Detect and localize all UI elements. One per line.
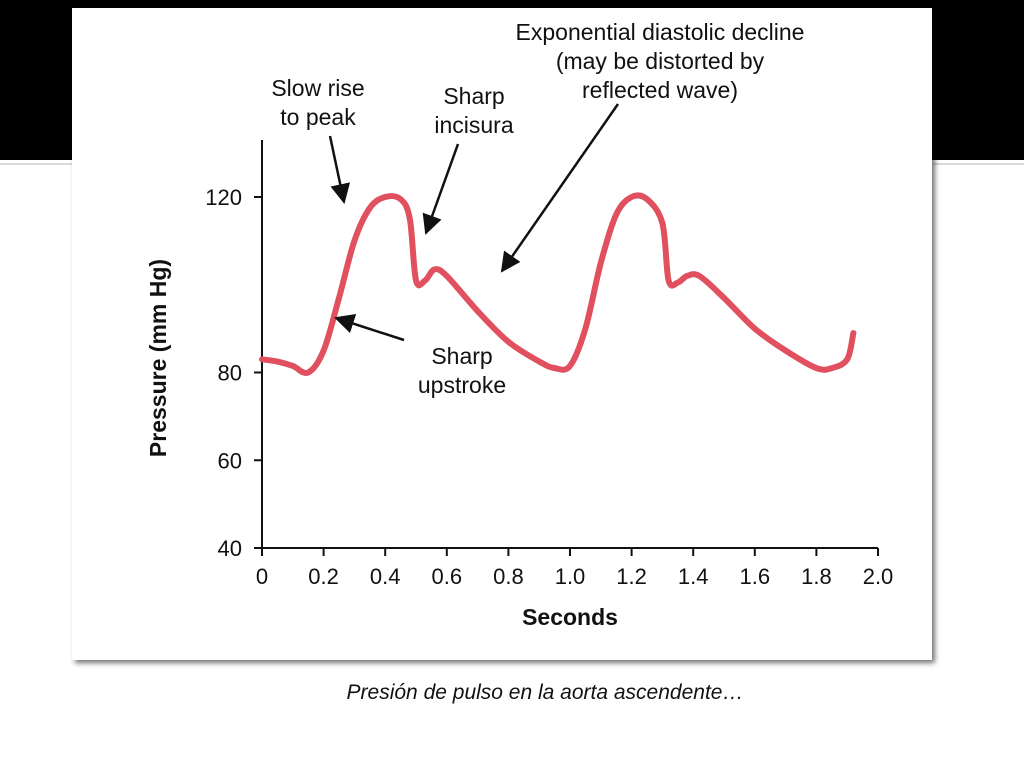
x-tick-label: 1.0 — [555, 564, 586, 589]
x-tick-label: 0.2 — [308, 564, 339, 589]
x-tick-label: 1.6 — [740, 564, 771, 589]
pulse-pressure-chart: 0 0.2 0.4 0.6 0.8 1.0 1.2 1.4 1.6 1.8 2.0 40 60 80 120… — [145, 19, 894, 630]
y-tick-label: 40 — [218, 536, 242, 561]
annotation-arrow — [422, 143, 460, 235]
pressure-curve-series-0 — [259, 192, 857, 377]
annotation-arrow — [334, 314, 405, 342]
annotation-text: Slow rise — [271, 75, 364, 101]
annotation-text: upstroke — [418, 372, 506, 398]
divider-line — [933, 163, 1024, 165]
annotation-text: Sharp — [431, 343, 492, 369]
x-tick-label: 0.6 — [432, 564, 463, 589]
slide-caption: Presión de pulso en la aorta ascendente… — [346, 681, 744, 704]
x-tick-label: 1.8 — [801, 564, 832, 589]
x-tick-label: 1.2 — [616, 564, 647, 589]
annotation-text: to peak — [280, 104, 356, 130]
y-tick-label: 80 — [218, 361, 242, 386]
x-tick-label: 0 — [256, 564, 268, 589]
annotation-text: Sharp — [443, 83, 504, 109]
y-tick-label: 120 — [205, 185, 242, 210]
annotation-arrow — [328, 135, 351, 204]
annotation-text: (may be distorted by — [556, 48, 765, 74]
annotation-text: reflected wave) — [582, 77, 738, 103]
annotation-text: Exponential diastolic decline — [516, 19, 805, 45]
y-axis-title: Pressure (mm Hg) — [145, 259, 171, 457]
annotation-text: incisura — [434, 112, 513, 138]
y-tick-label: 60 — [218, 448, 242, 473]
x-tick-label: 1.4 — [678, 564, 709, 589]
annotation-arrow — [500, 103, 620, 273]
x-tick-label: 2.0 — [863, 564, 894, 589]
divider-line — [0, 163, 80, 165]
x-tick-label: 0.4 — [370, 564, 401, 589]
chart-frame: 0 0.2 0.4 0.6 0.8 1.0 1.2 1.4 1.6 1.8 2.0 40 60 80 120… — [72, 8, 932, 660]
x-axis-title: Seconds — [522, 604, 618, 630]
x-tick-label: 0.8 — [493, 564, 524, 589]
